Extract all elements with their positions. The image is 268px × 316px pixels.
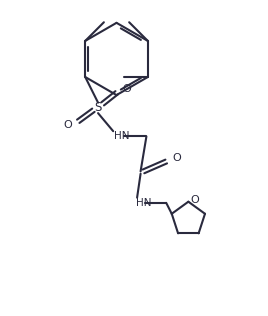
Text: O: O — [64, 120, 72, 131]
Text: HN: HN — [136, 198, 151, 208]
Text: S: S — [94, 101, 102, 114]
Text: HN: HN — [114, 131, 130, 142]
Text: O: O — [122, 84, 131, 94]
Text: O: O — [172, 153, 181, 163]
Text: O: O — [191, 195, 199, 205]
